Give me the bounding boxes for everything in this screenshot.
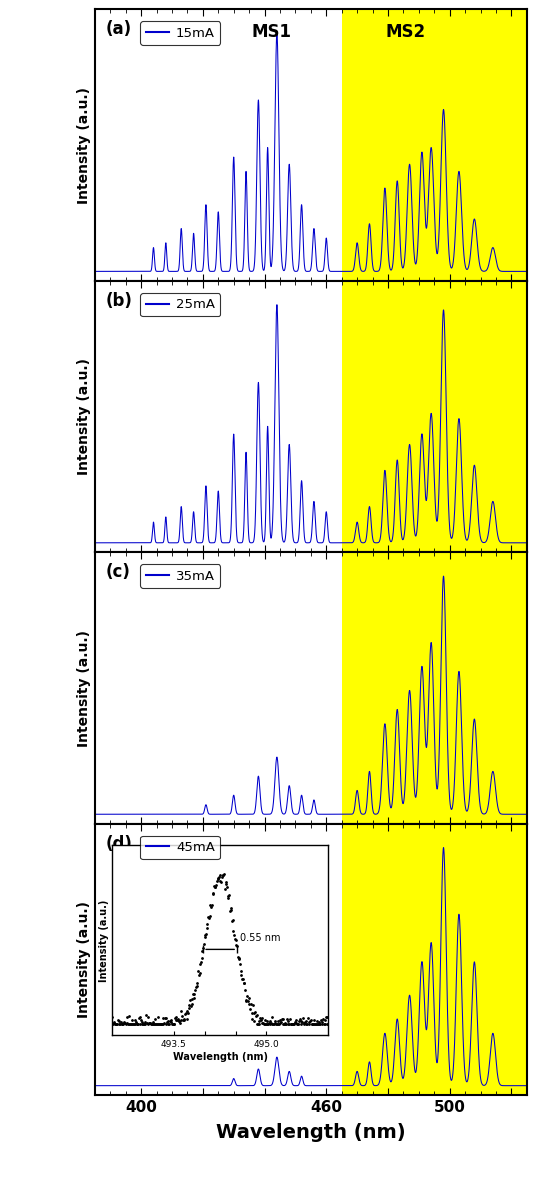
Text: (c): (c): [106, 564, 131, 581]
Text: MS2: MS2: [386, 22, 426, 41]
Y-axis label: Intensity (a.u.): Intensity (a.u.): [76, 86, 91, 204]
Legend: 25mA: 25mA: [140, 292, 220, 316]
Y-axis label: Intensity (a.u.): Intensity (a.u.): [76, 901, 91, 1018]
Bar: [64, 9, 341, 281]
X-axis label: Wavelength (nm): Wavelength (nm): [216, 1124, 405, 1143]
Legend: 15mA: 15mA: [140, 21, 220, 45]
Text: (a): (a): [106, 20, 132, 38]
Bar: [341, 824, 542, 1095]
Text: (d): (d): [106, 835, 133, 852]
Bar: [64, 552, 341, 824]
Bar: [341, 9, 542, 281]
Legend: 45mA: 45mA: [140, 836, 220, 860]
Bar: [341, 281, 542, 552]
Bar: [341, 552, 542, 824]
Legend: 35mA: 35mA: [140, 565, 220, 588]
Text: MS1: MS1: [252, 22, 292, 41]
Text: (b): (b): [106, 291, 133, 310]
Y-axis label: Intensity (a.u.): Intensity (a.u.): [76, 630, 91, 747]
Bar: [64, 281, 341, 552]
Y-axis label: Intensity (a.u.): Intensity (a.u.): [76, 358, 91, 475]
Bar: [64, 824, 341, 1095]
